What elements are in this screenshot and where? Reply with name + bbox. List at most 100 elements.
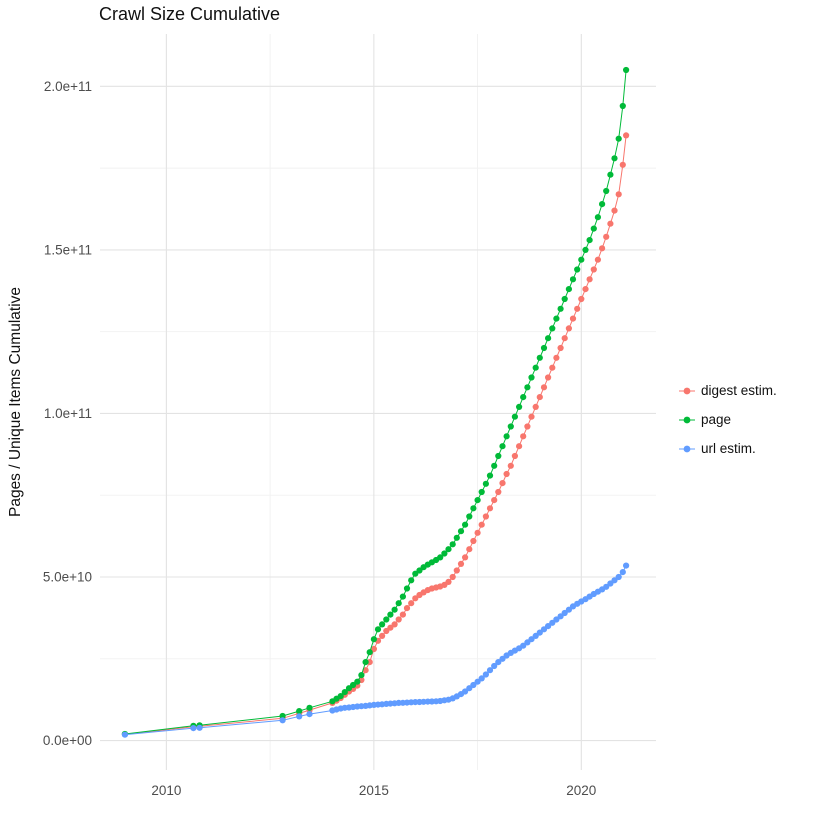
data-point: [478, 521, 485, 528]
data-point: [569, 276, 577, 283]
data-point: [478, 488, 485, 496]
data-point: [561, 295, 568, 303]
data-point: [586, 276, 593, 283]
data-point: [486, 472, 494, 479]
data-point: [578, 295, 585, 303]
legend-label: page: [701, 412, 732, 427]
data-point: [387, 624, 394, 631]
data-point: [296, 713, 303, 720]
data-point: [615, 191, 622, 198]
series-digest-estim: [121, 132, 630, 738]
data-point: [603, 233, 610, 240]
data-point: [561, 335, 568, 342]
data-point: [545, 374, 552, 381]
series-line: [124, 69, 627, 735]
data-point: [524, 384, 531, 391]
data-point: [196, 724, 203, 731]
data-point: [445, 578, 452, 586]
data-point: [524, 423, 531, 430]
data-point: [457, 528, 465, 535]
data-point: [279, 712, 286, 720]
legend-entry-digest-estim: digest estim.: [678, 381, 777, 400]
data-point: [495, 452, 502, 460]
data-point: [437, 554, 444, 561]
data-point: [540, 344, 548, 352]
data-point: [374, 626, 382, 633]
data-point: [486, 667, 494, 674]
data-point: [350, 681, 357, 689]
data-point: [121, 731, 128, 738]
legend: digest estim. page url estim.: [678, 381, 777, 458]
data-point: [503, 433, 510, 440]
data-point: [607, 220, 614, 227]
data-point: [190, 725, 197, 732]
data-point: [408, 600, 415, 607]
data-point: [366, 649, 373, 656]
data-point: [391, 621, 398, 628]
legend-label: url estim.: [701, 441, 756, 456]
data-point: [549, 364, 556, 371]
data-point: [594, 214, 602, 221]
data-point: [582, 286, 589, 293]
data-point: [528, 413, 535, 420]
series-url-estim: [121, 562, 630, 738]
data-point: [306, 711, 313, 718]
data-point: [532, 403, 539, 410]
data-point: [395, 616, 402, 623]
data-point: [611, 155, 618, 162]
data-point: [503, 470, 510, 478]
data-point: [611, 577, 618, 584]
data-point: [474, 497, 481, 504]
data-point: [445, 546, 452, 553]
series-line: [124, 135, 627, 735]
data-point: [499, 480, 506, 487]
data-point: [470, 505, 477, 512]
data-point: [586, 237, 593, 244]
data-point: [623, 132, 630, 139]
data-point: [623, 562, 630, 569]
data-point: [403, 605, 411, 612]
legend-key-dot: [678, 442, 696, 456]
data-point: [486, 505, 494, 512]
x-tick-label: 2020: [566, 783, 596, 798]
legend-label: digest estim.: [701, 383, 777, 398]
data-point: [619, 161, 626, 168]
data-point: [474, 529, 481, 536]
data-point: [462, 521, 469, 528]
data-point: [383, 616, 390, 623]
data-point: [453, 567, 460, 574]
data-point: [391, 606, 398, 613]
data-point: [491, 662, 498, 670]
data-point: [482, 513, 489, 520]
y-tick-label: 1.0e+11: [44, 406, 92, 421]
gridlines-major: [100, 34, 656, 770]
data-point: [412, 570, 419, 577]
data-point: [495, 659, 502, 666]
data-point: [553, 354, 560, 361]
gridlines-minor: [100, 34, 656, 770]
data-point: [565, 286, 573, 293]
data-point: [499, 443, 506, 450]
legend-entry-page: page: [678, 410, 777, 429]
data-point: [553, 616, 560, 623]
legend-entry-url-estim: url estim.: [678, 439, 777, 458]
data-point: [516, 403, 523, 410]
data-point: [511, 413, 518, 420]
data-point: [337, 693, 344, 700]
x-tick-label: 2015: [359, 783, 389, 798]
data-point: [619, 569, 626, 576]
legend-key-dot: [678, 413, 696, 427]
data-point: [370, 636, 377, 643]
data-point: [536, 394, 543, 401]
data-point: [569, 315, 577, 322]
data-point: [603, 583, 610, 590]
data-point: [507, 423, 514, 430]
data-point: [532, 364, 539, 371]
data-point: [341, 689, 348, 696]
data-point: [561, 609, 568, 617]
data-point: [354, 678, 361, 685]
x-tick-label: 2010: [151, 783, 181, 798]
data-point: [491, 462, 498, 469]
data-point: [553, 315, 560, 322]
data-point: [449, 573, 456, 581]
